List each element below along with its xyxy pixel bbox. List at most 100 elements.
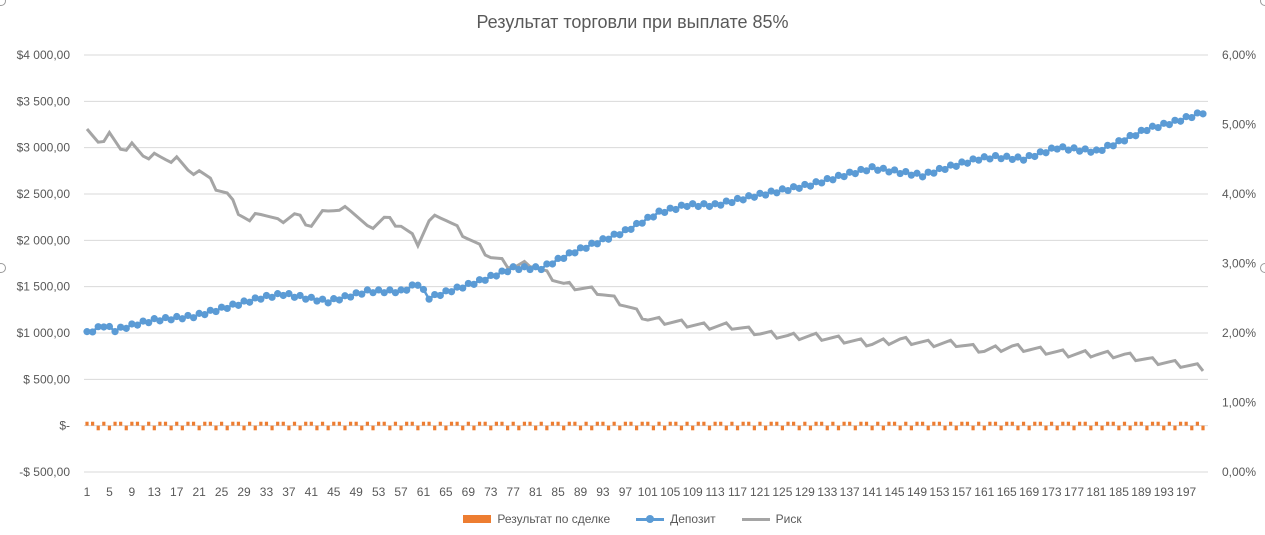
point-deposit: [346, 293, 355, 301]
point-deposit: [554, 254, 562, 263]
point-deposit: [341, 292, 349, 300]
point-deposit: [94, 323, 102, 331]
bar-trade-result: [522, 421, 527, 426]
y-left-tick-label: -$ 500,00: [19, 465, 70, 479]
y-left-tick-label: $1 500,00: [17, 280, 71, 294]
point-deposit: [442, 287, 450, 295]
bar-trade-result: [163, 421, 168, 426]
point-deposit: [823, 174, 831, 183]
point-deposit: [767, 187, 775, 195]
point-deposit: [980, 153, 988, 161]
bar-trade-result: [797, 425, 801, 431]
point-deposit: [212, 307, 220, 316]
point-deposit: [431, 290, 439, 299]
point-deposit: [318, 295, 327, 303]
bar-trade-result: [567, 421, 571, 426]
point-deposit: [285, 290, 293, 298]
x-tick-label: 85: [551, 485, 565, 499]
bar-trade-result: [949, 421, 953, 426]
point-deposit: [274, 290, 282, 298]
x-tick-label: 165: [997, 485, 1017, 499]
bar-trade-result: [679, 425, 684, 431]
bar-trade-result: [438, 421, 442, 426]
point-deposit: [475, 276, 484, 284]
point-deposit: [296, 291, 304, 300]
point-deposit: [975, 156, 983, 164]
bar-trade-result: [1162, 425, 1166, 431]
x-tick-label: 173: [1042, 485, 1062, 499]
y-right-tick-label: 4,00%: [1222, 187, 1256, 201]
bar-trade-result: [141, 425, 145, 431]
bar-trade-result: [477, 421, 482, 426]
bar-trade-result: [1033, 421, 1037, 426]
point-deposit: [801, 180, 809, 189]
x-tick-label: 25: [215, 485, 229, 499]
bar-trade-result: [898, 425, 902, 431]
bar-trade-result: [651, 425, 656, 431]
x-tick-label: 21: [192, 485, 206, 499]
point-deposit: [1126, 131, 1134, 140]
point-deposit: [498, 267, 506, 275]
point-deposit: [997, 155, 1005, 163]
bar-trade-result: [870, 425, 874, 431]
point-deposit: [509, 263, 517, 271]
bar-trade-result: [926, 425, 930, 431]
point-deposit: [133, 321, 142, 329]
legend-swatch-risk: [741, 514, 770, 524]
point-deposit: [268, 293, 276, 301]
point-deposit: [604, 235, 613, 243]
bar-trade-result: [225, 425, 229, 431]
x-tick-label: 65: [439, 485, 453, 499]
bar-trade-result: [91, 421, 95, 426]
point-deposit: [1003, 152, 1011, 160]
x-tick-label: 13: [148, 485, 162, 499]
x-tick-label: 1: [84, 485, 91, 499]
bar-trade-result: [410, 421, 414, 426]
bar-trade-result: [1156, 421, 1160, 426]
bar-trade-result: [427, 421, 431, 426]
bar-trade-result: [528, 421, 532, 426]
selection-handle-left[interactable]: [0, 263, 6, 273]
bar-trade-result: [158, 421, 162, 426]
point-deposit: [1087, 148, 1095, 156]
point-deposit: [644, 213, 652, 221]
bar-trade-result: [909, 425, 913, 431]
point-deposit: [1053, 145, 1061, 153]
bar-trade-result: [892, 421, 897, 426]
legend: Результат по сделке Депозит Риск: [0, 512, 1265, 526]
point-deposit: [1014, 153, 1022, 161]
bar-trade-result: [904, 421, 908, 426]
legend-label-trade-result: Результат по сделке: [497, 512, 611, 526]
selection-handle-top-right[interactable]: [1260, 0, 1265, 6]
point-deposit: [689, 200, 697, 208]
point-deposit: [958, 158, 966, 166]
point-deposit: [1098, 146, 1106, 155]
bar-trade-result: [1106, 421, 1110, 426]
point-deposit: [711, 200, 719, 208]
bar-trade-result: [466, 421, 470, 426]
point-deposit: [930, 169, 938, 177]
bar-trade-result: [506, 425, 510, 431]
point-deposit: [548, 260, 557, 268]
selection-handle-right[interactable]: [1260, 263, 1265, 273]
point-deposit: [173, 312, 181, 321]
bar-trade-result: [124, 425, 128, 431]
bar-trade-result: [1061, 421, 1065, 426]
point-deposit: [818, 179, 826, 187]
bar-trade-result: [556, 421, 560, 426]
point-deposit: [621, 226, 629, 234]
x-tick-label: 101: [638, 485, 658, 499]
bar-trade-result: [365, 421, 370, 426]
bar-trade-result: [758, 421, 762, 426]
bar-trade-result: [887, 421, 891, 426]
bar-trade-result: [382, 421, 386, 426]
point-deposit: [728, 198, 736, 207]
bar-trade-result: [606, 425, 611, 431]
bar-trade-result: [965, 421, 970, 426]
point-deposit: [1160, 119, 1168, 127]
bar-trade-result: [309, 421, 313, 426]
bar-trade-result: [629, 421, 633, 426]
selection-handle-top-left[interactable]: [0, 0, 6, 6]
x-tick-label: 193: [1154, 485, 1174, 499]
point-deposit: [1031, 152, 1039, 161]
